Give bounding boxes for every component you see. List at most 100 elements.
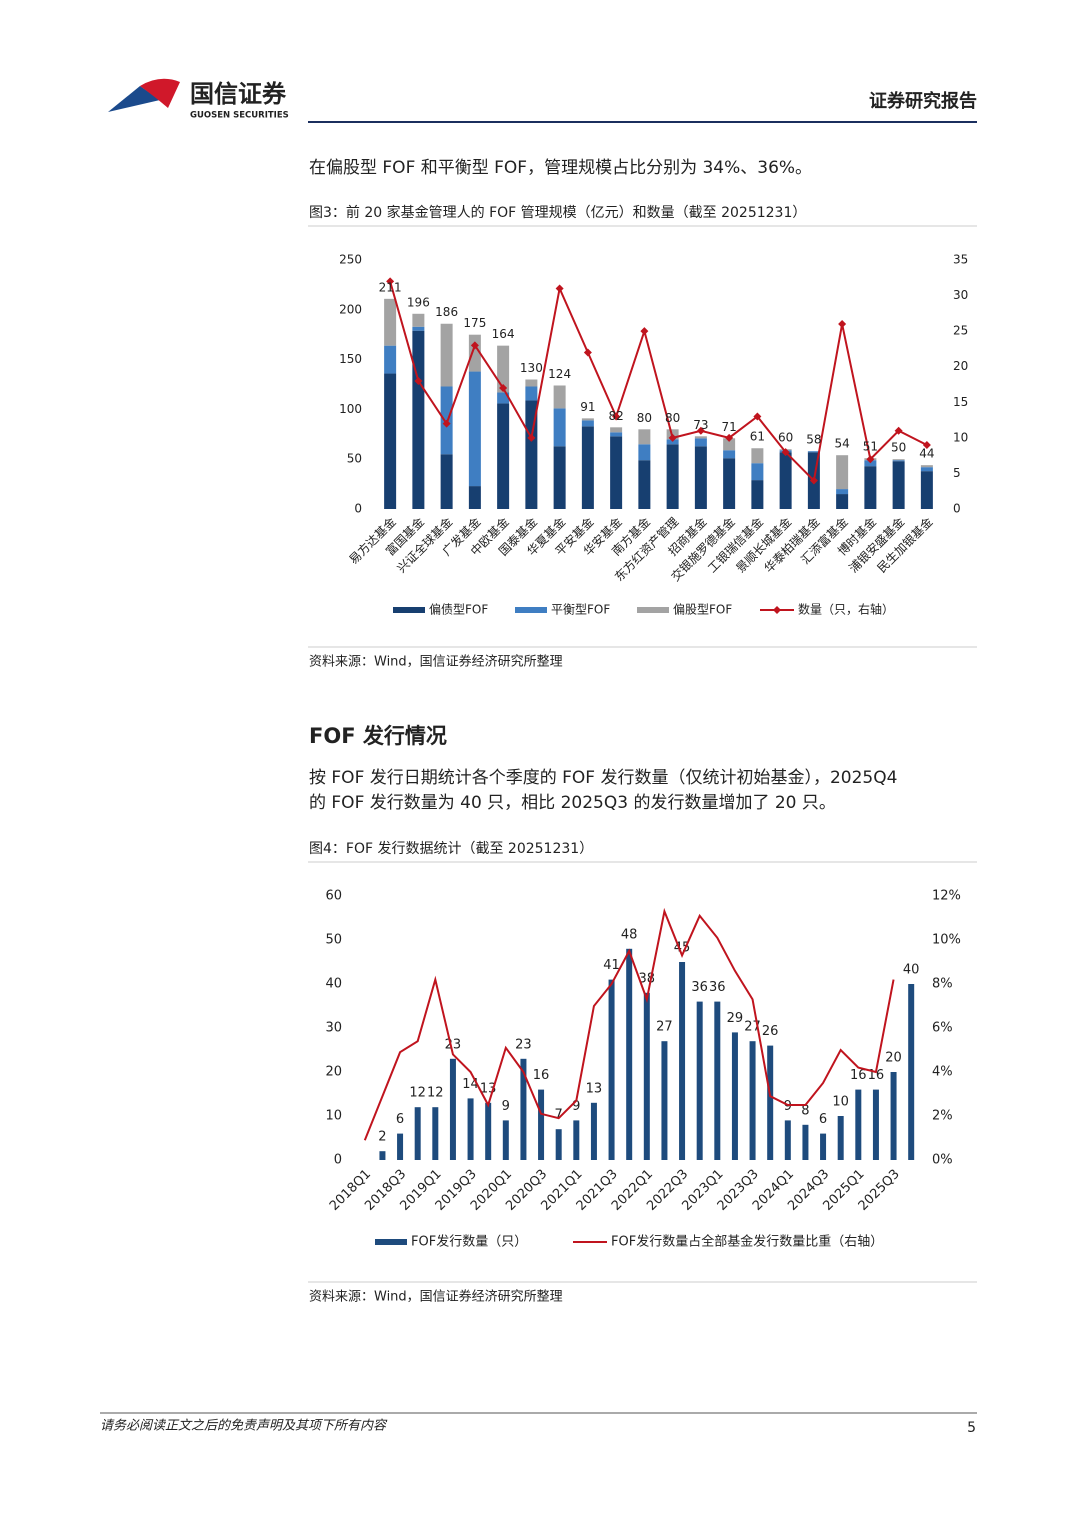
- paragraph-line: 的 FOF 发行数量为 40 只，相比 2025Q3 的发行数量增加了 20 只…: [309, 793, 836, 813]
- y-tick-label: 40: [325, 977, 342, 992]
- legend-label: 数量（只，右轴）: [798, 602, 894, 617]
- bar: [553, 385, 566, 409]
- legend-swatch: [393, 607, 425, 613]
- bar: [412, 330, 425, 509]
- bar: [626, 948, 633, 1160]
- y-tick-label: 10: [325, 1109, 342, 1124]
- line-marker: [866, 455, 875, 464]
- total-label: 80: [637, 411, 652, 425]
- legend-label: 平衡型FOF: [551, 603, 610, 617]
- y2-tick-label: 4%: [932, 1065, 953, 1080]
- line-marker: [640, 327, 649, 336]
- line-marker: [414, 376, 423, 385]
- page-number: 5: [967, 1420, 976, 1436]
- data-label: 23: [515, 1037, 532, 1052]
- data-label: 27: [656, 1020, 673, 1035]
- legend-label: FOF发行数量（只）: [411, 1234, 527, 1250]
- bar: [610, 427, 623, 433]
- bar: [590, 1102, 597, 1160]
- bar: [525, 379, 538, 387]
- bar: [820, 1133, 827, 1160]
- bar: [384, 345, 397, 374]
- data-label: 16: [850, 1068, 867, 1083]
- y-tick-label: 30: [325, 1021, 342, 1036]
- y2-tick-label: 8%: [932, 977, 953, 992]
- bar: [638, 444, 651, 461]
- y2-tick-label: 35: [953, 253, 968, 267]
- line-marker: [838, 320, 847, 329]
- total-label: 186: [435, 305, 458, 319]
- bar: [920, 467, 933, 472]
- bar: [723, 438, 736, 451]
- bar: [412, 313, 425, 327]
- bar: [749, 1041, 756, 1160]
- bar: [520, 1058, 527, 1160]
- line-marker: [894, 426, 903, 435]
- data-label: 12: [409, 1086, 426, 1101]
- bar: [638, 460, 651, 509]
- bar: [502, 1120, 509, 1160]
- y2-tick-label: 5: [953, 466, 961, 480]
- bar: [538, 1089, 545, 1160]
- line-marker: [583, 348, 592, 357]
- line-marker: [668, 433, 677, 442]
- total-label: 58: [806, 433, 821, 447]
- bar: [723, 458, 736, 509]
- line-marker: [922, 440, 931, 449]
- y2-tick-label: 12%: [932, 889, 961, 904]
- bar: [468, 334, 481, 372]
- data-label: 41: [603, 958, 620, 973]
- y-tick-label: 0: [334, 1153, 342, 1168]
- total-label: 73: [693, 418, 708, 432]
- legend-marker: [773, 606, 781, 614]
- bar: [661, 1041, 668, 1160]
- bar: [751, 463, 764, 481]
- data-label: 7: [555, 1108, 563, 1123]
- total-label: 130: [520, 361, 543, 375]
- bar: [573, 1120, 580, 1160]
- bar: [412, 326, 425, 331]
- bar: [414, 1107, 421, 1160]
- bar: [440, 454, 453, 509]
- bar: [784, 1120, 791, 1160]
- y2-tick-label: 2%: [932, 1109, 953, 1124]
- line-marker: [386, 277, 395, 286]
- total-label: 80: [665, 411, 680, 425]
- bar: [836, 494, 849, 509]
- line-series: [363, 907, 895, 1141]
- bar: [779, 452, 792, 509]
- total-label: 164: [492, 327, 515, 341]
- bar: [908, 984, 915, 1160]
- bar: [610, 436, 623, 509]
- data-label: 40: [903, 963, 920, 978]
- total-label: 211: [379, 280, 402, 294]
- total-label: 50: [891, 441, 906, 455]
- figure-source: 资料来源：Wind，国信证券经济研究所整理: [309, 1289, 563, 1305]
- line-marker: [612, 412, 621, 421]
- bar: [892, 461, 905, 509]
- data-label: 10: [832, 1095, 849, 1110]
- bar: [694, 446, 707, 509]
- data-label: 29: [727, 1011, 744, 1026]
- section-title: FOF 发行情况: [309, 724, 447, 748]
- bar: [497, 392, 510, 404]
- bar: [440, 323, 453, 387]
- paragraph-line: 按 FOF 发行日期统计各个季度的 FOF 发行数量（仅统计初始基金），2025…: [309, 768, 897, 788]
- line-marker: [809, 476, 818, 485]
- bar: [767, 1045, 774, 1160]
- bar: [610, 432, 623, 437]
- bar: [638, 429, 651, 445]
- total-label: 51: [863, 440, 878, 454]
- y2-tick-label: 10: [953, 430, 968, 444]
- y-tick-label: 100: [339, 402, 362, 416]
- total-label: 91: [580, 400, 595, 414]
- bar: [553, 408, 566, 447]
- bar: [836, 489, 849, 495]
- bar: [379, 1151, 386, 1160]
- bar: [864, 466, 877, 509]
- data-label: 13: [586, 1081, 603, 1096]
- bar: [581, 420, 594, 427]
- report-type: 证券研究报告: [869, 90, 977, 112]
- bar: [581, 418, 594, 421]
